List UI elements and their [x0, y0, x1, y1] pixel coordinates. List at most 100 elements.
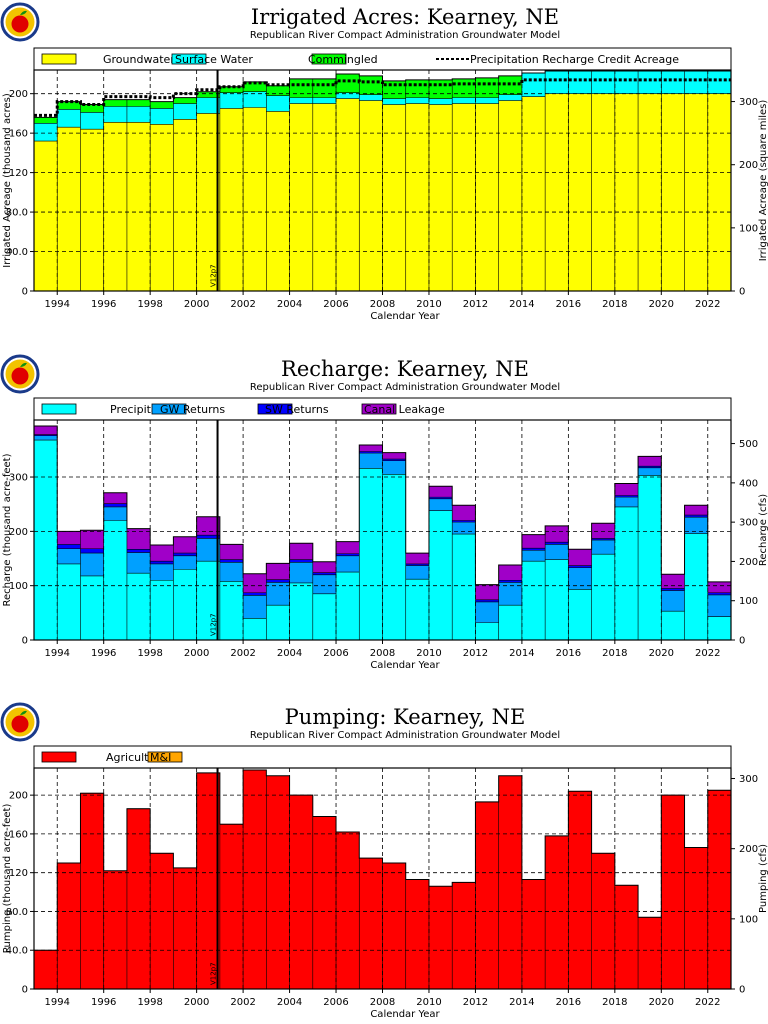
data-bar	[475, 97, 499, 104]
data-bar	[614, 495, 639, 498]
data-bar	[266, 111, 290, 291]
y2-tick-label: 500	[739, 439, 758, 450]
data-bar	[34, 141, 58, 291]
data-bar	[707, 70, 731, 94]
data-bar	[638, 466, 662, 468]
data-bar	[428, 98, 453, 105]
x-tick-label: 2010	[416, 648, 441, 659]
data-bar	[173, 97, 197, 104]
x-tick-label: 2014	[509, 997, 534, 1008]
data-bar	[405, 579, 429, 640]
data-bar	[568, 70, 592, 94]
x-tick-label: 2018	[602, 299, 627, 310]
data-bar	[196, 113, 220, 292]
data-bar	[103, 503, 127, 507]
data-bar	[521, 879, 546, 989]
data-bar	[684, 515, 708, 518]
data-bar	[452, 534, 476, 640]
data-bar	[103, 506, 127, 521]
y2-tick-label: 100	[739, 596, 758, 607]
data-bar	[57, 101, 81, 110]
data-bar	[614, 70, 639, 94]
x-tick-label: 1998	[137, 997, 162, 1008]
x-axis-label: Calendar Year	[370, 1009, 440, 1020]
data-bar	[103, 520, 127, 640]
x-tick-label: 2012	[463, 997, 488, 1008]
data-bar	[498, 582, 522, 606]
data-bar	[34, 950, 58, 989]
data-bar	[475, 584, 499, 600]
plot-frame	[33, 69, 732, 292]
data-bar	[196, 561, 220, 640]
x-tick-label: 2022	[695, 648, 720, 659]
chart-title: Recharge: Kearney, NE	[281, 357, 529, 381]
data-bar	[289, 543, 313, 560]
data-bar	[266, 582, 290, 606]
y2-tick-label: 400	[739, 478, 758, 489]
x-tick-label: 2008	[370, 299, 395, 310]
x-tick-label: 1996	[91, 299, 116, 310]
data-bar	[34, 435, 58, 441]
data-bar	[521, 96, 546, 291]
y-tick-label: 200	[9, 89, 28, 100]
plot-frame	[33, 419, 732, 641]
data-bar	[196, 538, 220, 562]
data-bar	[57, 862, 81, 989]
x-tick-label: 1996	[91, 648, 116, 659]
y-tick-label: 200	[9, 527, 28, 538]
data-bar	[545, 93, 569, 291]
data-bar	[661, 795, 685, 989]
data-bar	[405, 79, 429, 98]
y-tick-label: 80.0	[6, 208, 28, 219]
data-bar	[243, 573, 267, 593]
data-bar	[591, 93, 615, 291]
data-bar	[266, 775, 290, 989]
data-bar	[243, 618, 267, 640]
data-bar	[498, 565, 522, 581]
x-tick-label: 2018	[602, 648, 627, 659]
data-bar	[289, 103, 313, 291]
legend-swatch	[147, 751, 183, 763]
y2-tick-label: 300	[739, 97, 758, 108]
data-bar	[545, 544, 569, 560]
x-axis-label: Calendar Year	[370, 311, 440, 322]
data-bar	[266, 563, 290, 580]
data-bar	[661, 93, 685, 291]
x-tick-label: 1996	[91, 997, 116, 1008]
legend-label: Canal Leakage	[364, 403, 445, 416]
data-bar	[661, 70, 685, 94]
x-tick-label: 2004	[277, 997, 302, 1008]
data-bar	[103, 492, 127, 504]
data-bar	[219, 581, 244, 640]
data-bar	[289, 559, 313, 563]
data-bar	[614, 93, 639, 291]
data-bar	[521, 561, 546, 640]
data-bar	[591, 538, 615, 541]
data-bar	[382, 460, 406, 475]
data-bar	[173, 103, 197, 120]
data-bar	[707, 594, 731, 617]
chart-subtitle: Republican River Compact Administration …	[250, 30, 560, 41]
data-bar	[219, 544, 244, 560]
y-tick-label: 200	[9, 791, 28, 802]
data-bar	[684, 847, 708, 989]
x-tick-label: 2016	[556, 299, 581, 310]
series-surface-water	[34, 70, 731, 142]
legend-swatch	[41, 53, 77, 65]
data-bar	[196, 91, 220, 98]
data-bar	[359, 100, 383, 291]
data-bar	[498, 775, 522, 989]
data-bar	[684, 517, 708, 534]
data-bar	[661, 588, 685, 591]
data-bar	[452, 882, 476, 989]
data-bar	[57, 563, 81, 640]
data-bar	[661, 574, 685, 589]
data-bar	[57, 544, 81, 549]
data-bar	[336, 541, 360, 554]
data-bar	[173, 867, 197, 989]
y-tick-label: 160	[9, 129, 28, 140]
data-bar	[568, 549, 592, 566]
data-bar	[498, 94, 522, 101]
